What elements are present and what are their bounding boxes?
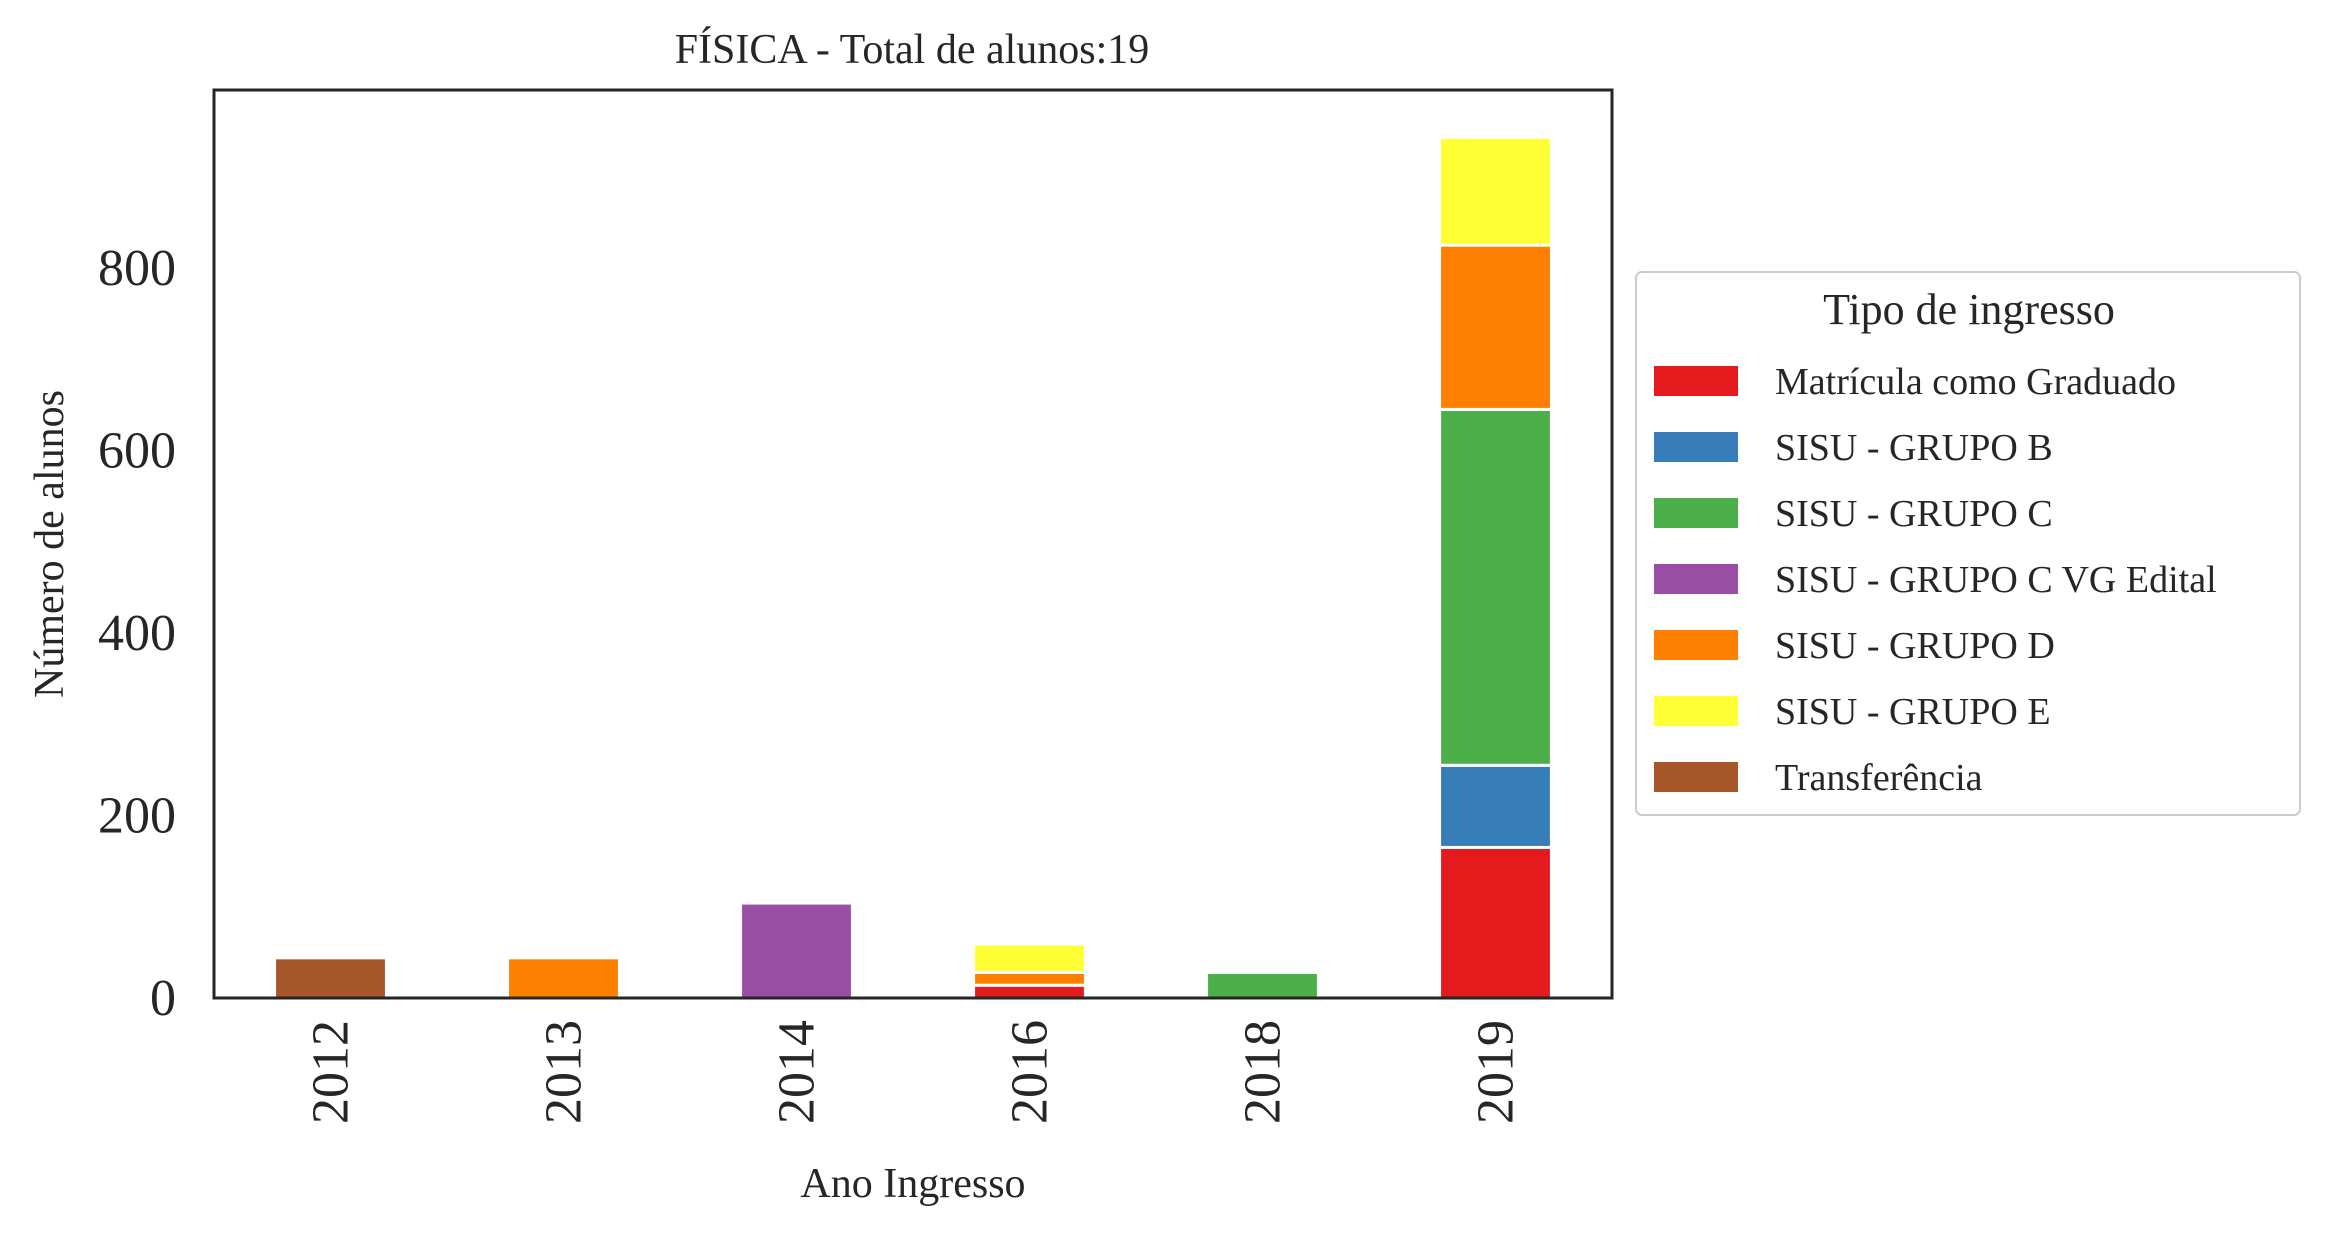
bar-segment (1438, 243, 1553, 411)
x-tick-label: 2016 (1002, 1020, 1059, 1124)
legend-label: SISU - GRUPO D (1775, 625, 2055, 667)
bar-segment (739, 901, 854, 1000)
bar-segment (1438, 763, 1553, 849)
x-tick-label: 2019 (1468, 1020, 1525, 1124)
legend-label: SISU - GRUPO C VG Edital (1775, 559, 2217, 601)
x-tick-label: 2012 (303, 1020, 360, 1124)
legend-items: Matrícula como Graduado SISU - GRUPO B SIS… (1654, 361, 2217, 799)
x-tick-label: 2014 (769, 1020, 826, 1124)
legend-label: Matrícula como Graduado (1775, 361, 2176, 403)
bar-segment (1438, 845, 1553, 1000)
y-tick-label: 200 (98, 787, 176, 844)
legend-box (1635, 271, 2301, 816)
legend-swatch (1654, 564, 1738, 594)
legend-label: SISU - GRUPO E (1775, 691, 2051, 733)
bars-layer (273, 135, 1553, 1000)
legend: Tipo de ingresso Matrícula como Graduado… (1635, 271, 2301, 816)
y-axis-label: Número de alunos (27, 390, 73, 698)
legend-swatch (1654, 366, 1738, 396)
legend-title: Tipo de ingresso (1823, 285, 2115, 334)
legend-swatch (1654, 696, 1738, 726)
bar-segment (972, 970, 1087, 987)
x-tick-label: 2018 (1235, 1020, 1292, 1124)
bar-segment (972, 983, 1087, 1000)
bar-segment (1205, 970, 1320, 1000)
y-tick-label: 800 (98, 240, 176, 297)
legend-swatch (1654, 762, 1738, 792)
x-axis-label: Ano Ingresso (800, 1161, 1025, 1207)
legend-label: SISU - GRUPO B (1775, 427, 2053, 469)
y-axis-ticks: 0 200 400 600 800 (98, 240, 176, 1027)
y-tick-label: 0 (150, 970, 176, 1027)
legend-swatch (1654, 432, 1738, 462)
legend-label: SISU - GRUPO C (1775, 493, 2053, 535)
x-tick-label: 2013 (536, 1020, 593, 1124)
plot-frame (212, 88, 1614, 1000)
legend-swatch (1654, 498, 1738, 528)
legend-swatch (1654, 630, 1738, 660)
y-tick-label: 600 (98, 422, 176, 479)
chart-title: FÍSICA - Total de alunos:19 (675, 26, 1150, 73)
bar-segment (972, 942, 1087, 974)
bar-segment (273, 956, 388, 1000)
bar-segment (506, 956, 621, 1000)
bar-segment (1438, 135, 1553, 247)
legend-label: Transferência (1775, 757, 1983, 799)
y-tick-label: 400 (98, 605, 176, 662)
x-axis-ticks: 2012 2013 2014 2016 2018 2019 (303, 1020, 1525, 1124)
bar-segment (1438, 407, 1553, 767)
